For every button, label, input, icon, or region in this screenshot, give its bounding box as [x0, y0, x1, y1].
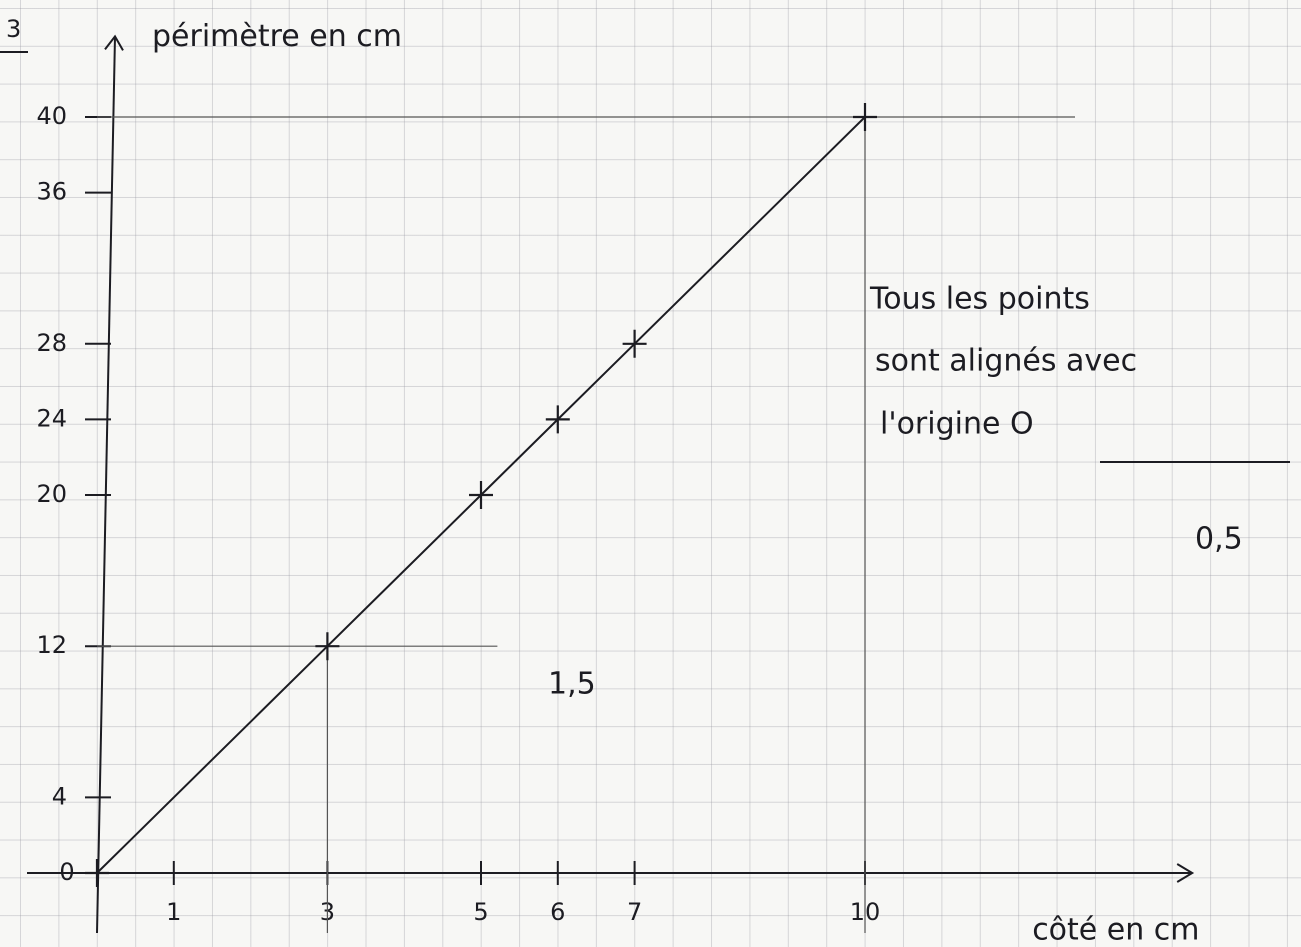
x-tick-label: 6	[550, 898, 565, 926]
point-cross	[853, 103, 877, 131]
annotation: 1,5	[548, 667, 596, 702]
y-tick-label: 28	[36, 329, 67, 357]
y-tick-label: 4	[52, 782, 67, 810]
x-tick-label: 0	[59, 858, 74, 886]
corner-note: 3	[6, 15, 21, 43]
y-axis-label: périmètre en cm	[152, 19, 402, 54]
y-tick-label: 20	[36, 480, 67, 508]
point-cross	[85, 859, 109, 887]
y-tick-label: 24	[36, 404, 67, 432]
y-tick-label: 36	[36, 178, 67, 206]
y-axis	[97, 36, 115, 933]
annotation: l'origine O	[880, 407, 1034, 442]
y-tick-label: 12	[36, 631, 67, 659]
point-cross	[546, 405, 570, 433]
x-axis-label: côté en cm	[1032, 913, 1199, 947]
annotation: 0,5	[1195, 522, 1243, 557]
point-cross	[315, 632, 339, 660]
graph-paper: 3 périmètre en cmcôté en cm0135671041220…	[0, 0, 1301, 947]
point-cross	[469, 481, 493, 509]
x-tick-label: 5	[473, 898, 488, 926]
chart: 3 périmètre en cmcôté en cm0135671041220…	[0, 0, 1301, 947]
x-tick-label: 1	[166, 898, 181, 926]
y-tick-label: 40	[36, 102, 67, 130]
x-tick-label: 7	[627, 898, 642, 926]
point-cross	[623, 330, 647, 358]
annotation: sont alignés avec	[875, 344, 1137, 379]
annotation: Tous les points	[869, 282, 1090, 317]
